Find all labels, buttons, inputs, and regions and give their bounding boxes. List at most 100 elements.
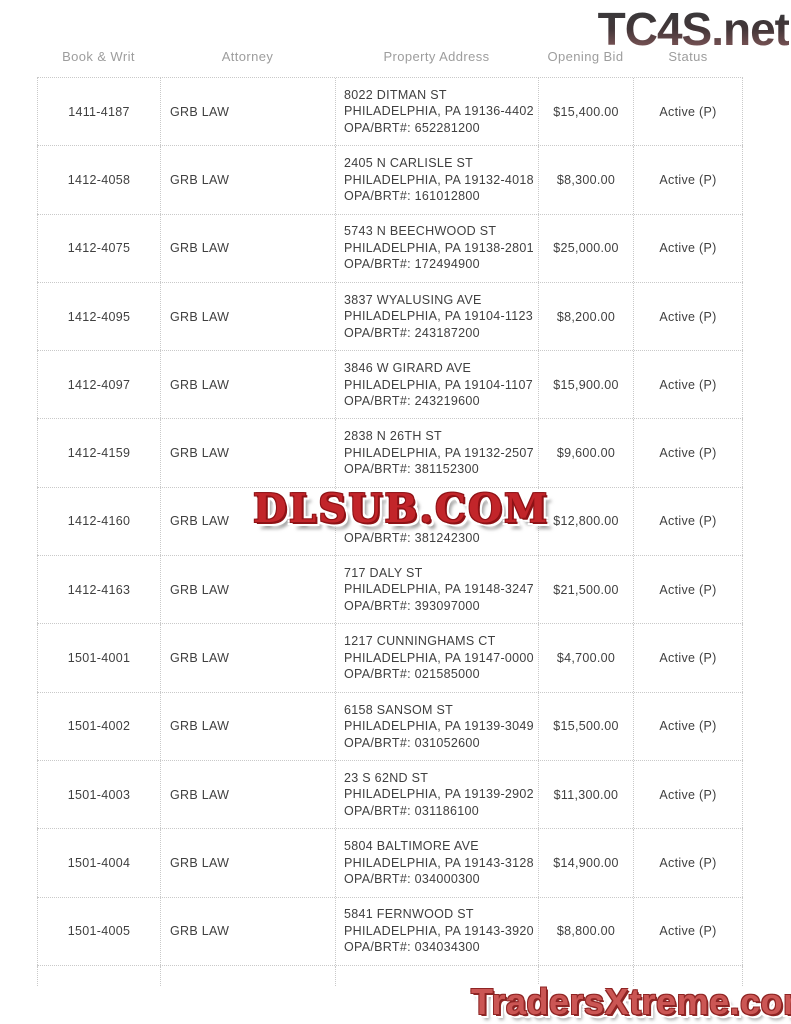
address-opa-brt: OPA/BRT#: 034000300 [344, 872, 480, 887]
address-city: PHILADELPHIA, PA 19132-4018 [344, 172, 534, 187]
cell-book-writ: 1411-4187 [37, 78, 160, 146]
address-city: PHILADELPHIA, PA 19143-3920 [344, 923, 534, 938]
cell-book-writ: 1501-4005 [37, 897, 160, 965]
address-city: PHILADELPHIA, PA 19139-3049 [344, 719, 534, 734]
cell-property-address: 3846 W GIRARD AVE PHILADELPHIA, PA 19104… [335, 351, 538, 419]
cell-book-writ: 1501-4004 [37, 829, 160, 897]
cell-attorney: GRB LAW [160, 692, 335, 760]
cell-status: Active (P) [633, 282, 743, 351]
table-row: 1412-4075 GRB LAW 5743 N BEECHWOOD ST PH… [37, 213, 743, 282]
column-header-attorney: Attorney [221, 49, 274, 64]
address-city: PHILADELPHIA, PA 19143-3128 [344, 855, 534, 870]
address-street: 3846 W GIRARD AVE [344, 361, 472, 376]
cell-status: Active (P) [633, 897, 743, 965]
address-opa-brt: OPA/BRT#: 172494900 [344, 257, 480, 272]
address-street: 8022 DITMAN ST [344, 87, 447, 102]
address-city: PHILADELPHIA, PA 19148-3247 [344, 582, 534, 597]
cell-attorney: GRB LAW [160, 146, 335, 214]
cell-attorney: GRB LAW [160, 624, 335, 692]
cell-status: Active (P) [633, 829, 743, 897]
cell-book-writ: 1412-4163 [37, 556, 160, 624]
cell-property-address: 5804 BALTIMORE AVE PHILADELPHIA, PA 1914… [335, 829, 538, 897]
cell-opening-bid: $9,600.00 [538, 419, 633, 487]
cell-property-address: 3837 WYALUSING AVE PHILADELPHIA, PA 1910… [335, 282, 538, 351]
table-column-headers: Book & Writ Attorney Property Address Op… [37, 49, 743, 64]
column-header-property-address: Property Address [383, 49, 490, 64]
address-city: PHILADELPHIA, PA 19147-0000 [344, 650, 534, 665]
column-header-opening-bid: Opening Bid [547, 49, 624, 64]
address-opa-brt: OPA/BRT#: 381242300 [344, 530, 480, 545]
cell-property-address: 5841 FERNWOOD ST PHILADELPHIA, PA 19143-… [335, 897, 538, 965]
cell-book-writ: 1501-4002 [37, 692, 160, 760]
table-row: 1501-4002 GRB LAW 6158 SANSOM ST PHILADE… [37, 691, 743, 760]
cell-status: Active (P) [633, 760, 743, 829]
cell-status: Active (P) [633, 624, 743, 692]
cell-status: Active (P) [633, 146, 743, 214]
table-row: 1412-4163 GRB LAW 717 DALY ST PHILADELPH… [37, 555, 743, 624]
cell-attorney: GRB LAW [160, 78, 335, 146]
property-table: 1411-4187 GRB LAW 8022 DITMAN ST PHILADE… [37, 77, 743, 986]
cell-attorney: GRB LAW [160, 487, 335, 556]
tradersxtreme-watermark: TradersXtreme.com [471, 981, 791, 1022]
cell-attorney: GRB LAW [160, 829, 335, 897]
column-header-status: Status [668, 49, 708, 64]
table-row: 1412-4160 GRB LAW OPA/BRT#: 381242300 $1… [37, 486, 743, 556]
cell-opening-bid: $14,900.00 [538, 829, 633, 897]
address-city: PHILADELPHIA, PA 19139-2902 [344, 787, 534, 802]
table-row: 1412-4097 GRB LAW 3846 W GIRARD AVE PHIL… [37, 350, 743, 419]
cell-opening-bid: $15,900.00 [538, 351, 633, 419]
cell-opening-bid: $12,800.00 [538, 487, 633, 556]
cell-status: Active (P) [633, 692, 743, 760]
address-city: PHILADELPHIA, PA 19138-2801 [344, 240, 534, 255]
cell-book-writ: 1412-4075 [37, 214, 160, 282]
address-city: PHILADELPHIA, PA 19104-1123 [344, 309, 533, 324]
cell-attorney: GRB LAW [160, 760, 335, 829]
address-opa-brt: OPA/BRT#: 243187200 [344, 325, 480, 340]
cell-opening-bid: $15,400.00 [538, 78, 633, 146]
table-row: 1501-4005 GRB LAW 5841 FERNWOOD ST PHILA… [37, 896, 743, 965]
address-street: 3837 WYALUSING AVE [344, 292, 482, 307]
table-row: 1501-4004 GRB LAW 5804 BALTIMORE AVE PHI… [37, 828, 743, 897]
address-street: 2405 N CARLISLE ST [344, 156, 474, 171]
empty-cell [37, 965, 160, 986]
cell-opening-bid: $25,000.00 [538, 214, 633, 282]
table-row: 1412-4095 GRB LAW 3837 WYALUSING AVE PHI… [37, 281, 743, 351]
cell-attorney: GRB LAW [160, 282, 335, 351]
address-opa-brt: OPA/BRT#: 021585000 [344, 667, 480, 682]
cell-status: Active (P) [633, 78, 743, 146]
table-row: 1411-4187 GRB LAW 8022 DITMAN ST PHILADE… [37, 77, 743, 146]
address-street: 6158 SANSOM ST [344, 702, 454, 717]
address-city: PHILADELPHIA, PA 19104-1107 [344, 377, 533, 392]
cell-book-writ: 1412-4058 [37, 146, 160, 214]
address-street: 1217 CUNNINGHAMS CT [344, 634, 496, 649]
cell-property-address: 23 S 62ND ST PHILADELPHIA, PA 19139-2902… [335, 760, 538, 829]
tc4s-watermark: TC4S.net [0, 2, 790, 56]
address-opa-brt: OPA/BRT#: 393097000 [344, 598, 480, 613]
address-opa-brt: OPA/BRT#: 243219600 [344, 394, 480, 409]
cell-book-writ: 1501-4003 [37, 760, 160, 829]
address-street: 2838 N 26TH ST [344, 429, 442, 444]
cell-opening-bid: $21,500.00 [538, 556, 633, 624]
cell-attorney: GRB LAW [160, 897, 335, 965]
cell-attorney: GRB LAW [160, 419, 335, 487]
cell-opening-bid: $4,700.00 [538, 624, 633, 692]
cell-opening-bid: $8,300.00 [538, 146, 633, 214]
cell-opening-bid: $15,500.00 [538, 692, 633, 760]
empty-cell [633, 965, 743, 986]
cell-book-writ: 1412-4095 [37, 282, 160, 351]
cell-attorney: GRB LAW [160, 351, 335, 419]
cell-property-address: 717 DALY ST PHILADELPHIA, PA 19148-3247 … [335, 556, 538, 624]
address-opa-brt: OPA/BRT#: 381152300 [344, 462, 479, 477]
cell-status: Active (P) [633, 487, 743, 556]
address-street: 5743 N BEECHWOOD ST [344, 224, 497, 239]
address-street: 5804 BALTIMORE AVE [344, 839, 479, 854]
address-city: PHILADELPHIA, PA 19136-4402 [344, 104, 534, 119]
address-street: 5841 FERNWOOD ST [344, 907, 474, 922]
address-street: 23 S 62ND ST [344, 770, 429, 785]
cell-opening-bid: $8,800.00 [538, 897, 633, 965]
cell-attorney: GRB LAW [160, 214, 335, 282]
column-header-book-writ: Book & Writ [62, 49, 135, 64]
cell-property-address: 8022 DITMAN ST PHILADELPHIA, PA 19136-44… [335, 78, 538, 146]
table-row: 1412-4159 GRB LAW 2838 N 26TH ST PHILADE… [37, 418, 743, 487]
